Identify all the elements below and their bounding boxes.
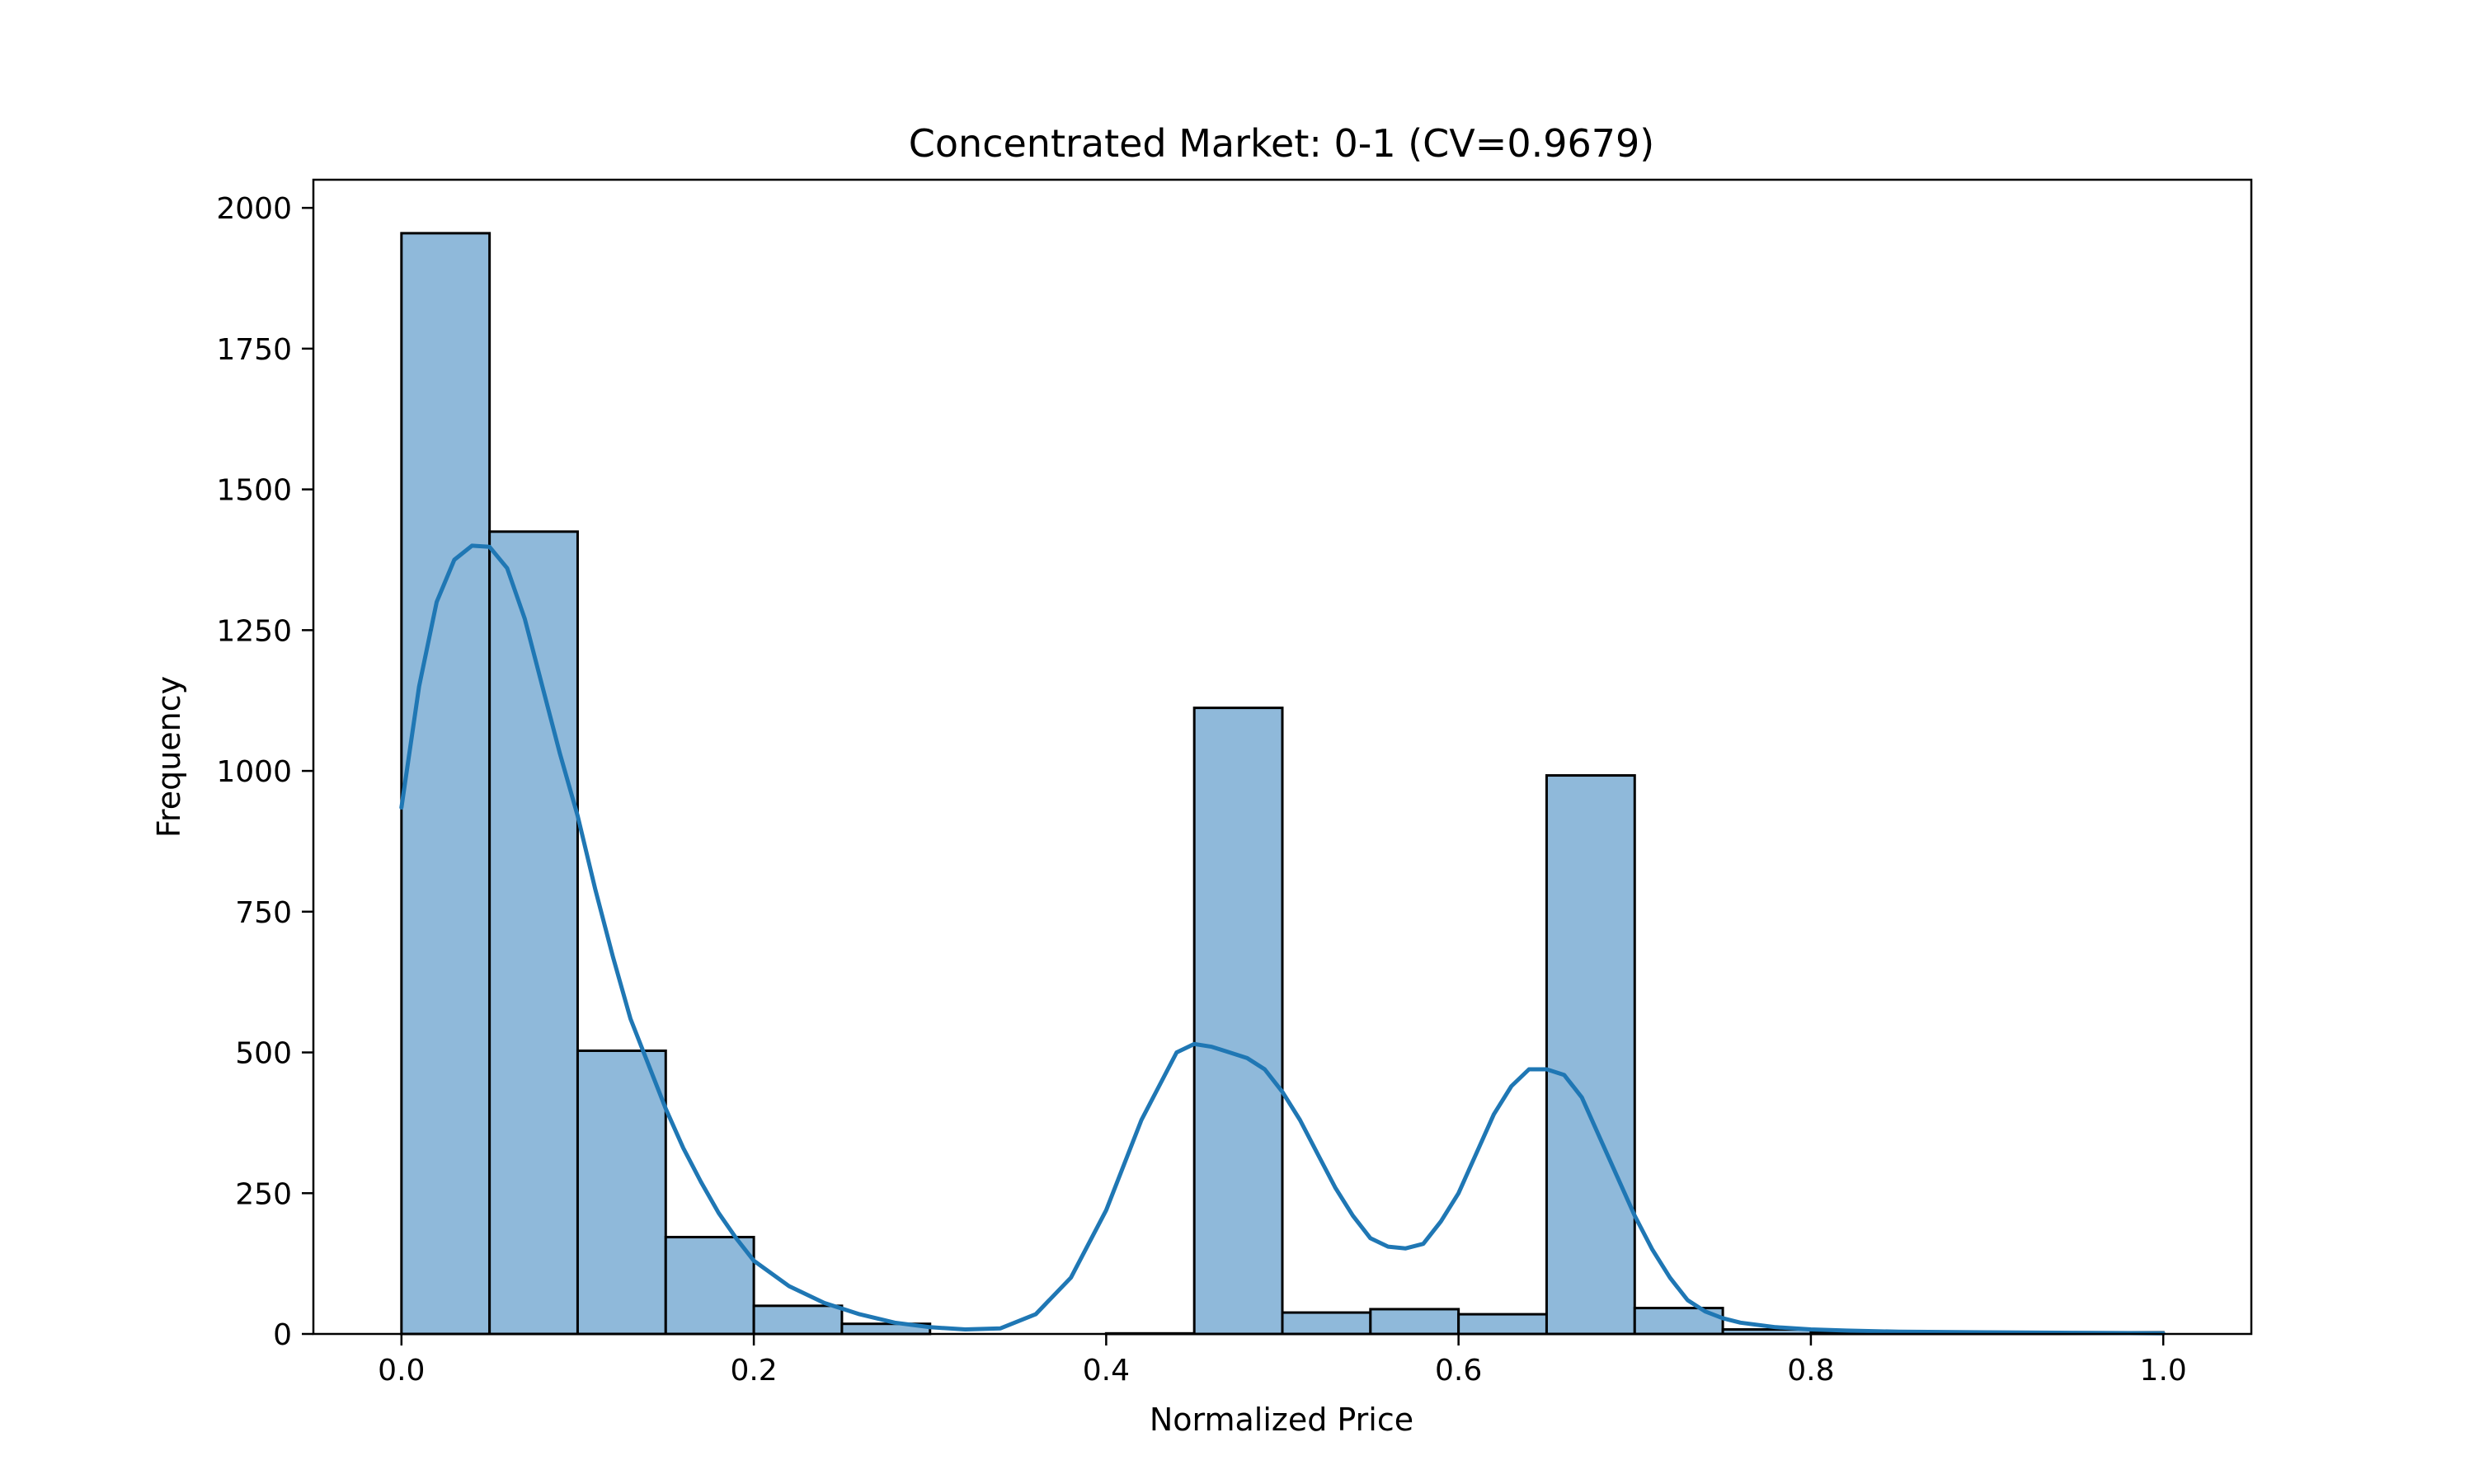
y-tick-label: 250 — [235, 1177, 292, 1211]
y-axis-label: Frequency — [151, 676, 187, 838]
histogram-bar-11 — [1369, 1308, 1460, 1336]
x-tick-label: 0.2 — [730, 1354, 777, 1388]
histogram-bar-4 — [752, 1304, 844, 1336]
histogram-bar-3 — [664, 1236, 755, 1336]
histogram-bar-12 — [1457, 1313, 1548, 1336]
histogram-bar-9 — [1192, 707, 1284, 1336]
x-tick-label: 1.0 — [2140, 1354, 2187, 1388]
histogram-bar-1 — [488, 530, 579, 1336]
x-axis-label: Normalized Price — [1150, 1402, 1413, 1438]
y-tick-label: 500 — [235, 1037, 292, 1071]
histogram-bar-2 — [576, 1049, 667, 1336]
y-axis-ticks: 0 250 500 750 1000 1250 1500 1750 2000 — [216, 192, 313, 1352]
x-tick-label: 0.8 — [1787, 1354, 1834, 1388]
plot-frame — [312, 178, 2253, 1336]
histogram-bar-0 — [400, 232, 492, 1336]
y-tick-label: 1250 — [216, 614, 292, 648]
y-tick-label: 750 — [235, 896, 292, 930]
x-tick-label: 0.0 — [378, 1354, 425, 1388]
x-tick-label: 0.6 — [1435, 1354, 1482, 1388]
histogram-bar-13 — [1545, 774, 1636, 1336]
chart-title: Concentrated Market: 0-1 (CV=0.9679) — [909, 121, 1654, 166]
histogram-bars — [400, 232, 2165, 1336]
y-tick-label: 1000 — [216, 755, 292, 789]
x-axis-ticks: 0.0 0.2 0.4 0.6 0.8 1.0 — [378, 1334, 2187, 1388]
y-tick-label: 2000 — [216, 192, 292, 226]
y-tick-label: 0 — [273, 1318, 292, 1352]
x-tick-label: 0.4 — [1083, 1354, 1130, 1388]
y-tick-label: 1750 — [216, 333, 292, 367]
kde-curve — [399, 543, 2166, 1336]
histogram-bar-10 — [1281, 1311, 1372, 1336]
y-tick-label: 1500 — [216, 474, 292, 508]
